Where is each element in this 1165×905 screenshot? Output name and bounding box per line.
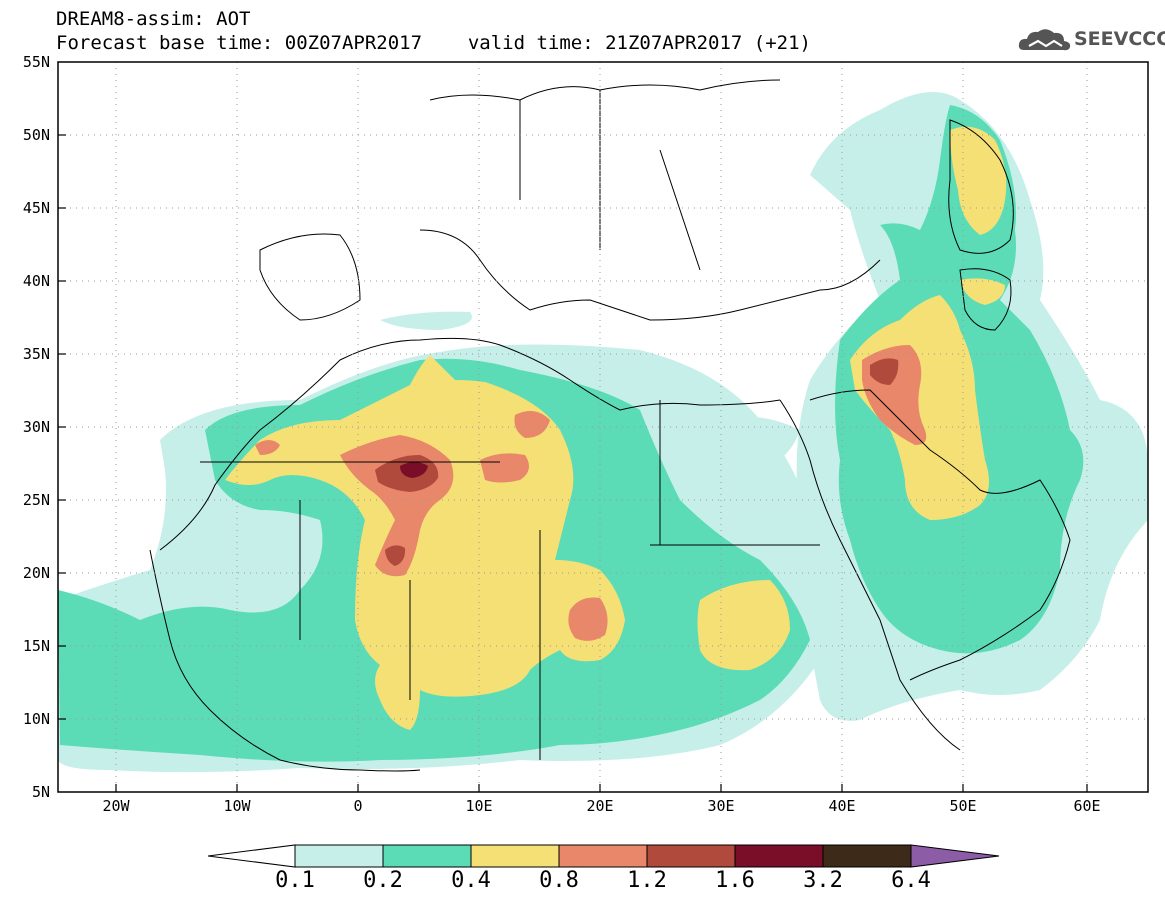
lat-label: 50N [22, 126, 50, 144]
valid-time: valid time: 21Z07APR2017 (+21) [467, 32, 811, 54]
legend-swatch [558, 844, 648, 868]
legend-label: 1.6 [715, 868, 755, 893]
cloud-icon [1018, 29, 1071, 51]
legend-swatch [822, 844, 912, 868]
legend-arrow-high [910, 844, 1000, 868]
legend-label: 0.8 [539, 868, 579, 893]
lat-label: 30N [22, 418, 50, 436]
lon-label: 10E [465, 797, 493, 815]
legend-label: 3.2 [803, 868, 843, 893]
legend-swatch [646, 844, 736, 868]
legend-label: 0.1 [275, 868, 315, 893]
lon-label: 20E [586, 797, 614, 815]
aot-band-1.6 [400, 462, 428, 478]
lat-label: 20N [22, 564, 50, 582]
lat-label: 10N [22, 710, 50, 728]
lat-label: 5N [31, 783, 50, 801]
lat-label: 40N [22, 272, 50, 290]
lon-label: 40E [828, 797, 856, 815]
map-title: DREAM8-assim: AOT [56, 8, 251, 30]
lon-label: 0 [353, 797, 363, 815]
aot-contours [58, 92, 1148, 773]
lon-label: 50E [949, 797, 977, 815]
base-time: Forecast base time: 00Z07APR2017 [56, 32, 423, 54]
color-bar [207, 844, 1000, 868]
logo-text: SEEVCCC [1074, 28, 1165, 50]
frame-ticks [58, 134, 1088, 792]
legend-swatch [382, 844, 472, 868]
legend-swatch [470, 844, 560, 868]
lon-label: 30E [707, 797, 735, 815]
legend-label: 1.2 [627, 868, 667, 893]
lon-label: 60E [1073, 797, 1101, 815]
time-info: Forecast base time: 00Z07APR2017 valid t… [56, 32, 811, 54]
coastlines [149, 79, 1071, 772]
lon-label: 20W [102, 797, 130, 815]
lat-label: 55N [22, 53, 50, 71]
legend-swatch [294, 844, 384, 868]
legend-label: 0.2 [363, 868, 403, 893]
legend-swatch [734, 844, 824, 868]
lat-label: 25N [22, 491, 50, 509]
legend-label: 0.4 [451, 868, 491, 893]
legend-arrow-low [207, 844, 296, 868]
lat-label: 15N [22, 637, 50, 655]
lon-label: 10W [223, 797, 251, 815]
legend-label: 6.4 [891, 868, 931, 893]
lat-label: 45N [22, 199, 50, 217]
lat-label: 35N [22, 345, 50, 363]
seevccc-logo: SEEVCCC [1016, 24, 1165, 56]
